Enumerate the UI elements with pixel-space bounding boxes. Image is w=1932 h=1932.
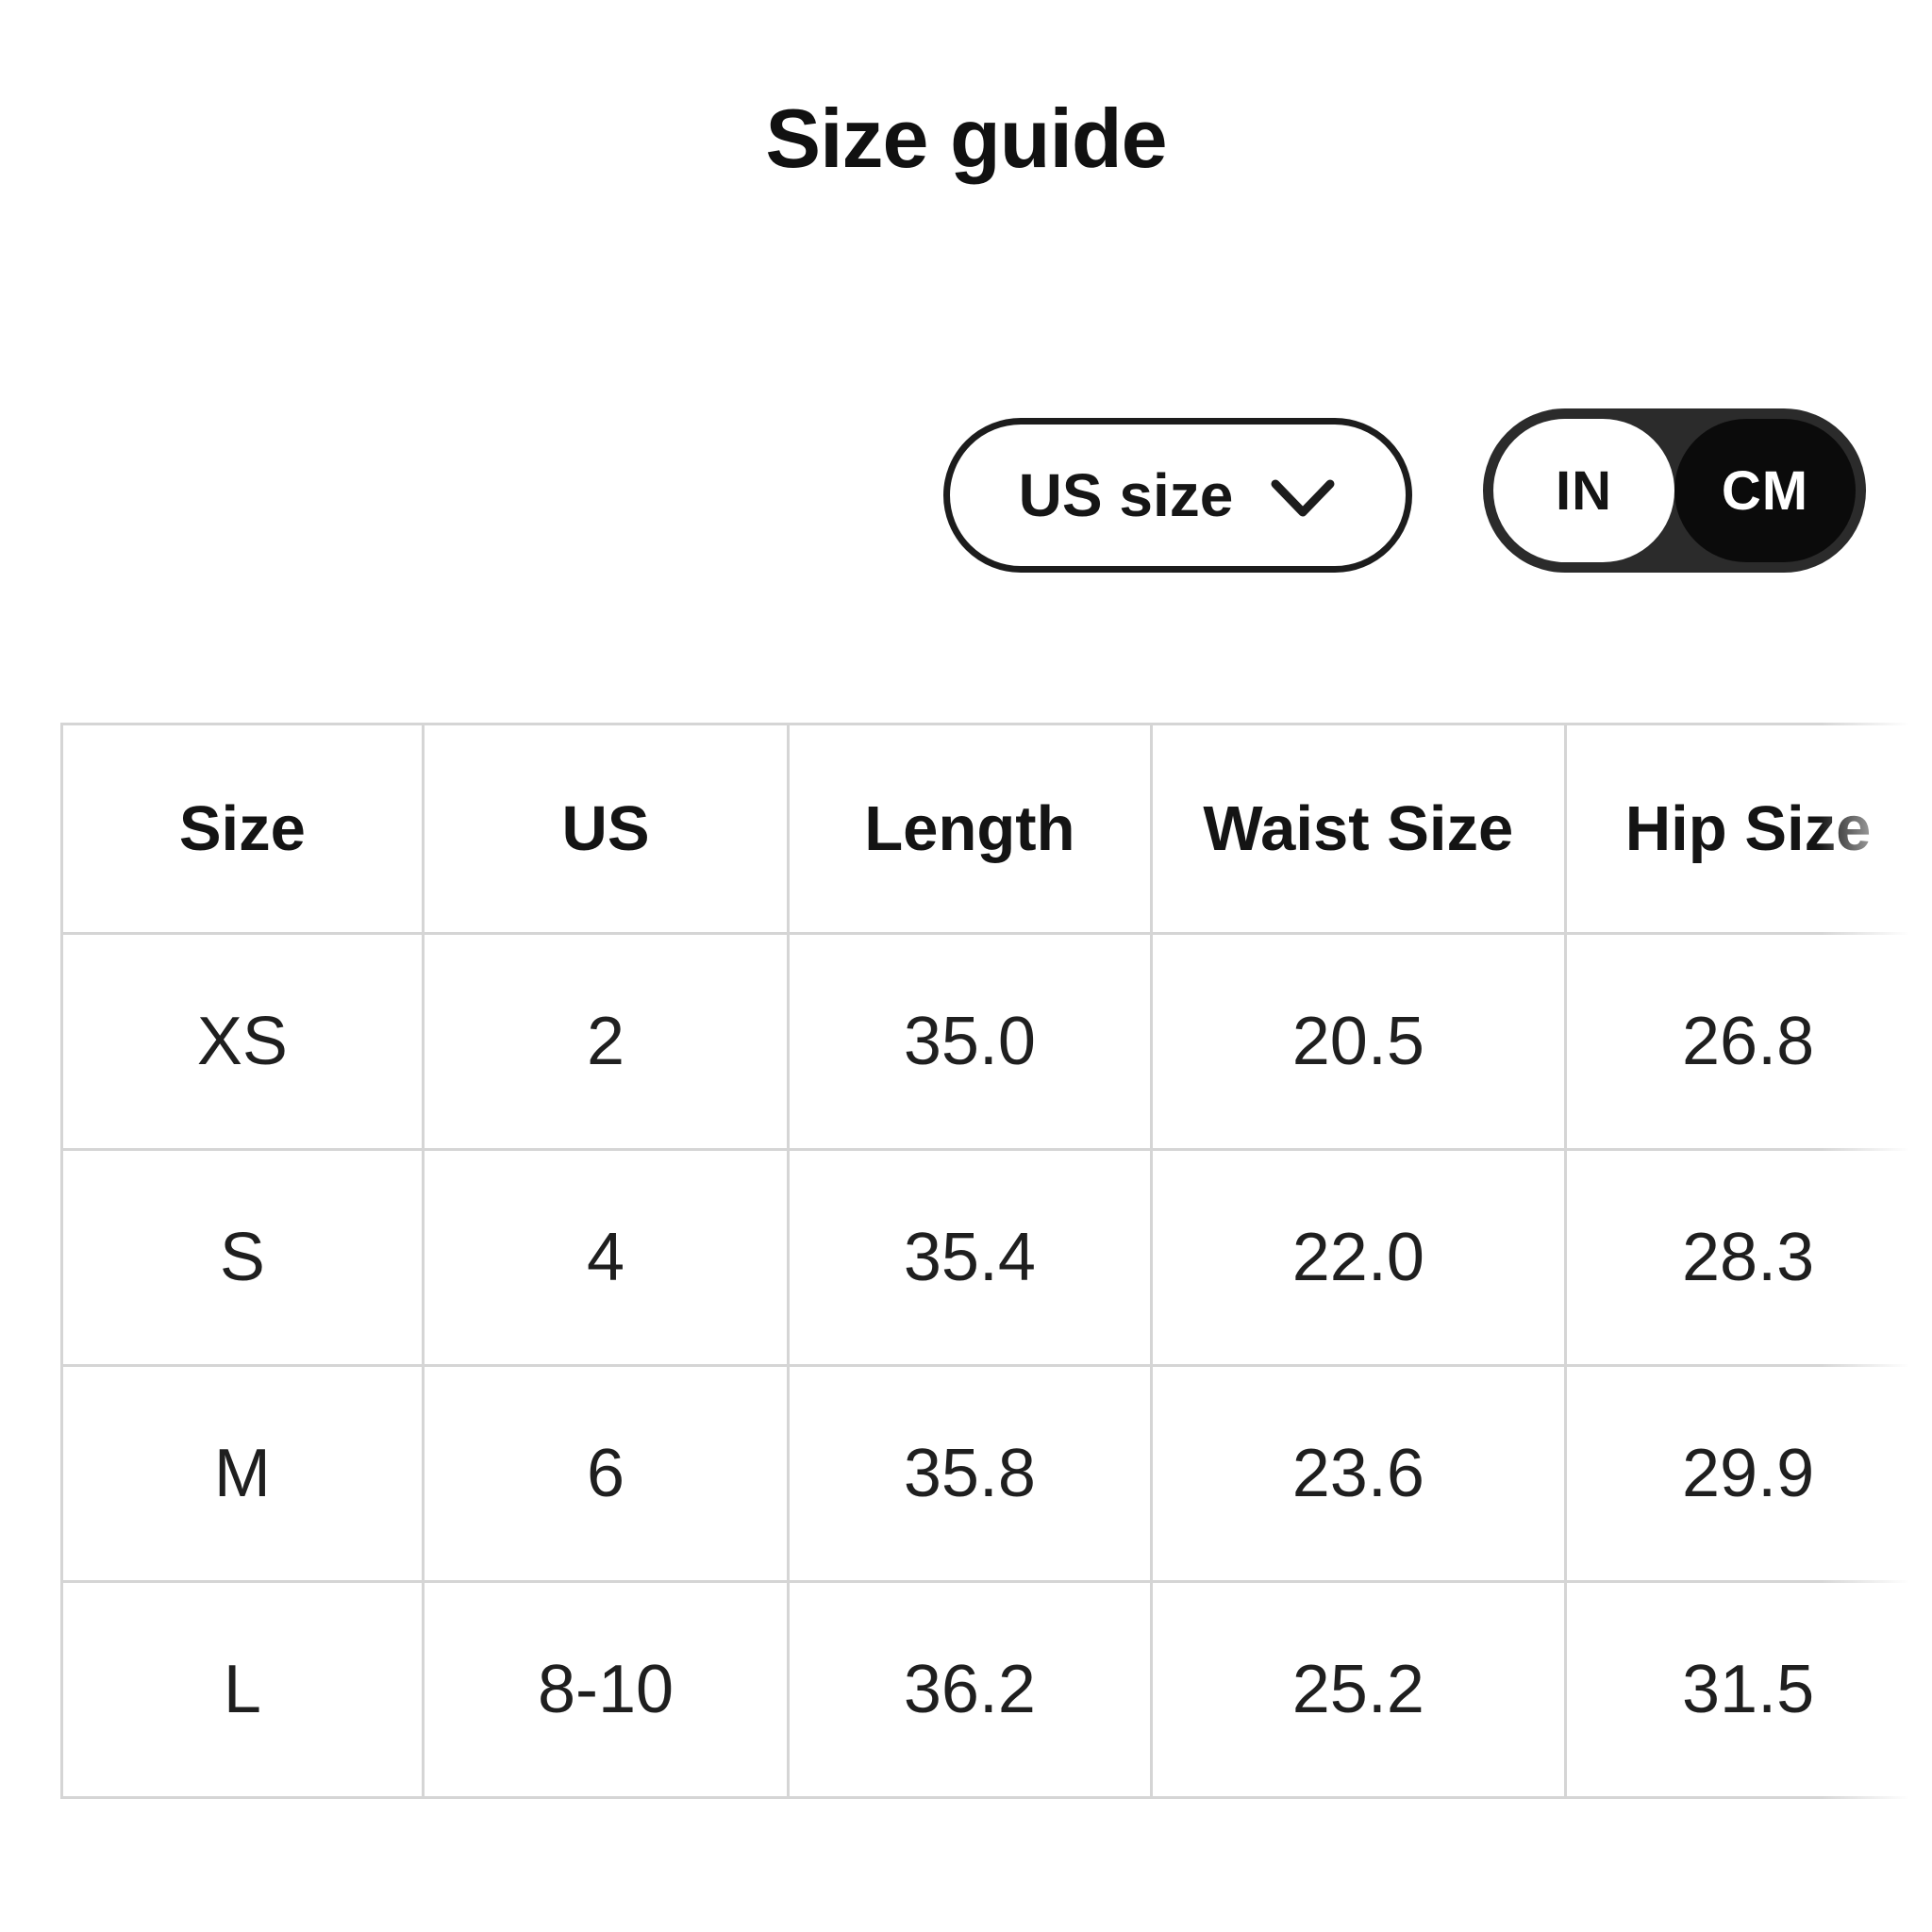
cell-length: 36.2 <box>787 1580 1153 1799</box>
unit-option-in[interactable]: IN <box>1493 419 1674 562</box>
cell-us: 2 <box>421 932 791 1151</box>
cell-length: 35.0 <box>787 932 1153 1151</box>
table-header-row: Size US Length Waist Size Hip Size <box>60 723 1932 935</box>
cell-length: 35.8 <box>787 1364 1153 1583</box>
column-header-waist-size: Waist Size <box>1149 723 1568 935</box>
cell-size: M <box>60 1364 425 1583</box>
cell-waist: 20.5 <box>1149 932 1568 1151</box>
cell-hip: 26.8 <box>1564 932 1932 1151</box>
chevron-down-icon <box>1271 479 1335 517</box>
table-row-xs: XS 2 35.0 20.5 26.8 <box>60 932 1932 1151</box>
page-title: Size guide <box>765 92 1167 185</box>
size-system-label: US size <box>1018 461 1234 529</box>
size-table-container: Size US Length Waist Size Hip Size XS 2 … <box>60 723 1932 1799</box>
table-row-s: S 4 35.4 22.0 28.3 <box>60 1148 1932 1367</box>
cell-length: 35.4 <box>787 1148 1153 1367</box>
column-header-length: Length <box>787 723 1153 935</box>
cell-us: 8-10 <box>421 1580 791 1799</box>
size-table: Size US Length Waist Size Hip Size XS 2 … <box>60 723 1932 1799</box>
cell-waist: 23.6 <box>1149 1364 1568 1583</box>
cell-size: S <box>60 1148 425 1367</box>
unit-option-cm[interactable]: CM <box>1674 419 1856 562</box>
cell-hip: 28.3 <box>1564 1148 1932 1367</box>
cell-us: 4 <box>421 1148 791 1367</box>
unit-toggle[interactable]: IN CM <box>1483 408 1866 573</box>
table-row-l: L 8-10 36.2 25.2 31.5 <box>60 1580 1932 1799</box>
cell-hip: 31.5 <box>1564 1580 1932 1799</box>
column-header-size: Size <box>60 723 425 935</box>
cell-size: L <box>60 1580 425 1799</box>
column-header-hip-size: Hip Size <box>1564 723 1932 935</box>
controls-row: US size IN CM <box>0 408 1932 576</box>
cell-us: 6 <box>421 1364 791 1583</box>
table-row-m: M 6 35.8 23.6 29.9 <box>60 1364 1932 1583</box>
cell-waist: 25.2 <box>1149 1580 1568 1799</box>
cell-hip: 29.9 <box>1564 1364 1932 1583</box>
size-system-dropdown[interactable]: US size <box>943 418 1412 573</box>
cell-size: XS <box>60 932 425 1151</box>
column-header-us: US <box>421 723 791 935</box>
cell-waist: 22.0 <box>1149 1148 1568 1367</box>
